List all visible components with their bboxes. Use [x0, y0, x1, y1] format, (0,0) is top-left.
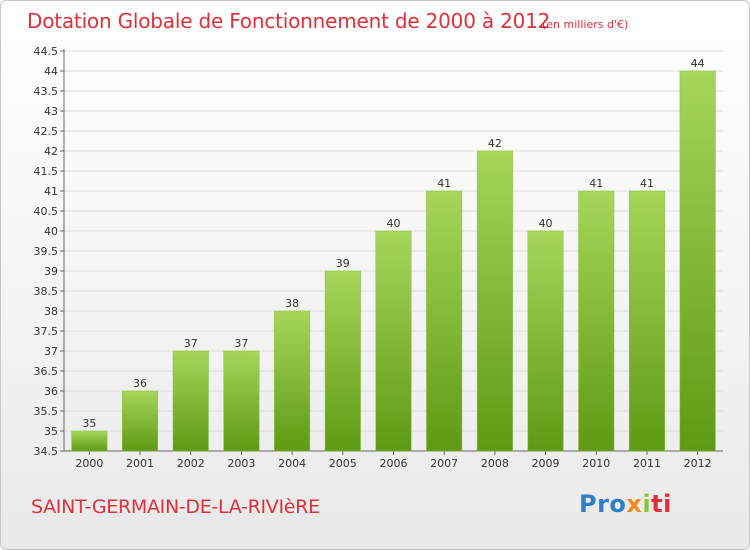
bar: [628, 190, 665, 452]
y-tick-label: 43.5: [34, 85, 59, 98]
data-label: 35: [82, 417, 96, 430]
y-tick-label: 44: [44, 65, 58, 78]
data-label: 37: [184, 337, 198, 350]
x-tick-label: 2002: [177, 457, 205, 470]
logo-part: ti: [651, 490, 672, 518]
y-tick-label: 37.5: [34, 325, 59, 338]
x-tick-label: 2012: [684, 457, 712, 470]
commune-name: SAINT-GERMAIN-DE-LA-RIVIèRE: [31, 496, 320, 518]
y-tick-label: 42.5: [34, 125, 59, 138]
y-tick-label: 35: [44, 425, 58, 438]
y-tick-label: 39: [44, 265, 58, 278]
y-tick-label: 36.5: [34, 365, 59, 378]
x-tick-label: 2000: [75, 457, 103, 470]
bar: [476, 150, 513, 452]
data-label: 38: [285, 297, 299, 310]
data-label: 41: [437, 177, 451, 190]
x-tick-label: 2005: [329, 457, 357, 470]
data-label: 37: [234, 337, 248, 350]
x-tick-label: 2008: [481, 457, 509, 470]
y-tick-label: 38.5: [34, 285, 59, 298]
data-label: 36: [133, 377, 147, 390]
data-label: 39: [336, 257, 350, 270]
bar: [172, 350, 209, 452]
bar: [679, 70, 716, 452]
data-label: 42: [488, 137, 502, 150]
bar: [578, 190, 615, 452]
y-tick-label: 39.5: [34, 245, 59, 258]
x-tick-label: 2007: [430, 457, 458, 470]
proxiti-logo: Proxiti: [579, 490, 672, 518]
y-tick-label: 42: [44, 145, 58, 158]
data-label: 44: [691, 57, 705, 70]
y-tick-label: 44.5: [34, 45, 59, 58]
data-label: 41: [589, 177, 603, 190]
chart-title: Dotation Globale de Fonctionnement de 20…: [27, 9, 551, 33]
y-tick-label: 36: [44, 385, 58, 398]
x-tick-label: 2006: [380, 457, 408, 470]
chart-subtitle: (en milliers d'€): [542, 18, 629, 31]
y-tick-label: 34.5: [34, 445, 59, 458]
bar: [223, 350, 260, 452]
y-tick-label: 35.5: [34, 405, 59, 418]
data-label: 40: [539, 217, 553, 230]
x-tick-label: 2009: [532, 457, 560, 470]
y-tick-label: 38: [44, 305, 58, 318]
bar: [375, 230, 412, 452]
y-tick-label: 41: [44, 185, 58, 198]
y-tick-label: 43: [44, 105, 58, 118]
bar: [71, 430, 108, 452]
logo-part: Pro: [579, 490, 627, 518]
bars: [71, 70, 716, 452]
y-tick-label: 41.5: [34, 165, 59, 178]
data-label: 40: [387, 217, 401, 230]
y-tick-label: 37: [44, 345, 58, 358]
bar: [274, 310, 311, 452]
bar: [426, 190, 463, 452]
bar: [527, 230, 564, 452]
x-tick-label: 2011: [633, 457, 661, 470]
bar: [122, 390, 159, 452]
logo-part: i: [642, 490, 652, 518]
x-tick-label: 2004: [278, 457, 306, 470]
data-label: 41: [640, 177, 654, 190]
x-tick-label: 2003: [227, 457, 255, 470]
bar: [324, 270, 361, 452]
x-tick-label: 2010: [582, 457, 610, 470]
y-tick-label: 40: [44, 225, 58, 238]
labels: 34.5 35 35.5 36 36.5 37 37.5 38 38.5 39 39.5 40 40.5…: [34, 45, 712, 470]
y-tick-label: 40.5: [34, 205, 59, 218]
x-tick-label: 2001: [126, 457, 154, 470]
logo-part: x: [626, 490, 643, 518]
